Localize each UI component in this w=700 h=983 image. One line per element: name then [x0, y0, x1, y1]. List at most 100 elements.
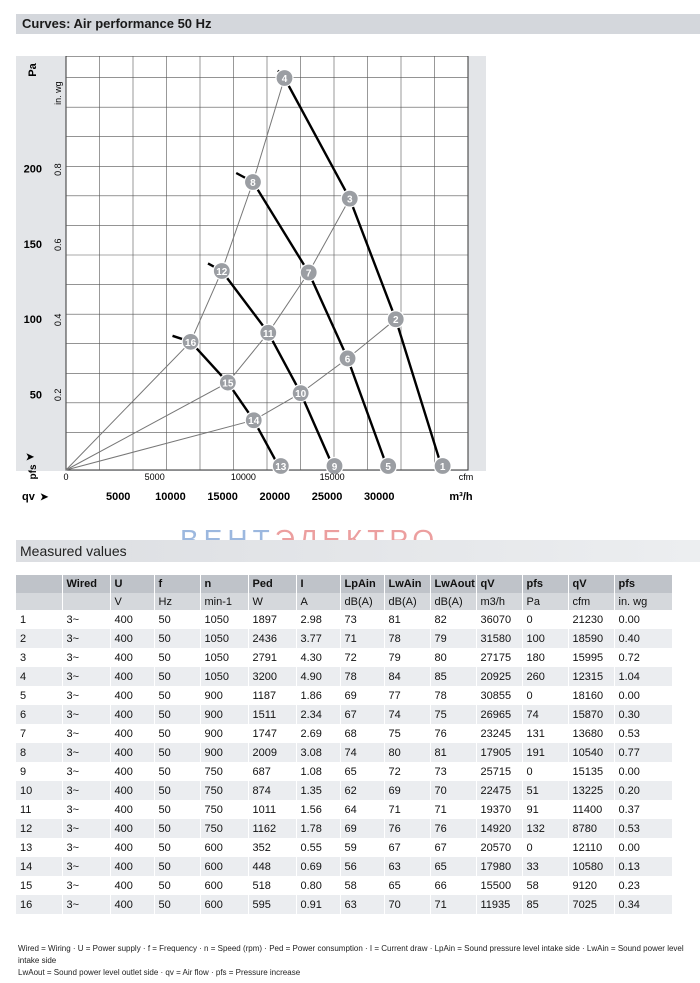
- table-cell: 22475: [475, 781, 522, 800]
- x-tick-label-cfm: cfm: [459, 472, 474, 482]
- table-cell: 400: [109, 610, 154, 629]
- table-row: 16 3~ 400 50 600 595 0.91 63 70 71 11935 85 7025 0.34: [16, 895, 672, 914]
- table-cell: 17980: [475, 857, 522, 876]
- table-cell: 63: [339, 895, 384, 914]
- table-cell: 1.78: [295, 819, 340, 838]
- operating-point-marker: [386, 310, 405, 329]
- operating-point-marker: [325, 456, 344, 476]
- table-cell: 3.08: [295, 743, 340, 762]
- table-cell: 3~: [61, 667, 110, 686]
- x-axis-label-m3h: m³/h: [449, 491, 473, 503]
- table-cell: 400: [109, 857, 154, 876]
- x-axis-arrow: ➤: [40, 492, 49, 503]
- axis-strip: [16, 471, 486, 506]
- table-cell: 1187: [247, 686, 296, 705]
- column-header: LpAin: [339, 575, 384, 593]
- table-cell: 3~: [61, 724, 110, 743]
- table-cell: 600: [199, 876, 248, 895]
- table-cell: 1050: [199, 610, 248, 629]
- column-unit: min-1: [199, 593, 248, 610]
- column-header: pfs: [521, 575, 568, 593]
- table-cell: 17905: [475, 743, 522, 762]
- column-unit: Hz: [153, 593, 200, 610]
- section-header: Curves: Air performance 50 Hz: [16, 14, 700, 34]
- column-unit: W: [247, 593, 296, 610]
- table-cell: 0.23: [613, 876, 672, 895]
- operating-point-label: 5: [385, 462, 391, 473]
- table-cell: 50: [153, 667, 200, 686]
- operating-point-label: 1: [440, 462, 446, 473]
- table-cell: 50: [153, 819, 200, 838]
- chart-grid: [66, 56, 468, 470]
- table-cell: 1511: [247, 705, 296, 724]
- table-cell: 3~: [61, 629, 110, 648]
- table-cell: 79: [383, 648, 430, 667]
- table-cell: 58: [339, 876, 384, 895]
- table-cell: 595: [247, 895, 296, 914]
- table-cell: 0.13: [613, 857, 672, 876]
- table-cell: 400: [109, 667, 154, 686]
- y-tick-label-pa: 200: [24, 163, 42, 175]
- table-cell: 0.00: [613, 686, 672, 705]
- operating-point-label: 12: [216, 267, 228, 278]
- table-cell: 65: [339, 762, 384, 781]
- table-cell: 81: [383, 610, 430, 629]
- table-cell: 64: [339, 800, 384, 819]
- table-cell: 66: [429, 876, 476, 895]
- y-tick-label-pa: 50: [30, 390, 42, 402]
- operating-point-label: 2: [393, 315, 399, 326]
- column-header: qV: [567, 575, 614, 593]
- table-cell: 132: [521, 819, 568, 838]
- table-cell: 100: [521, 629, 568, 648]
- table-cell: 70: [429, 781, 476, 800]
- table-row: 5 3~ 400 50 900 1187 1.86 69 77 78 30855 0 18160 0.00: [16, 686, 672, 705]
- y-tick-label-inwg: 0.6: [53, 238, 63, 251]
- operating-point-marker: [181, 332, 200, 351]
- table-cell: 50: [153, 838, 200, 857]
- x-tick-label-m3h: 10000: [155, 491, 186, 503]
- table-cell: 1162: [247, 819, 296, 838]
- table-cell: 3~: [61, 686, 110, 705]
- table-cell: 0.55: [295, 838, 340, 857]
- table-cell: 85: [429, 667, 476, 686]
- footnote-line-2: LwAout = Sound power level outlet side ·…: [18, 968, 301, 977]
- table-cell: 600: [199, 895, 248, 914]
- operating-point-marker: [275, 68, 294, 88]
- table-cell: 1897: [247, 610, 296, 629]
- chart-panel: [16, 56, 486, 506]
- table-cell: 12: [16, 819, 62, 838]
- column-unit: [16, 593, 62, 610]
- table-cell: 180: [521, 648, 568, 667]
- table-cell: 3~: [61, 895, 110, 914]
- table-cell: 10540: [567, 743, 614, 762]
- table-row: 8 3~ 400 50 900 2009 3.08 74 80 81 17905 191 10540 0.…: [16, 743, 672, 762]
- table-cell: 7: [16, 724, 62, 743]
- y-axis-arrow: ➤: [26, 452, 35, 463]
- table-cell: 0.72: [613, 648, 672, 667]
- table-cell: 400: [109, 686, 154, 705]
- table-cell: 400: [109, 895, 154, 914]
- table-cell: 33: [521, 857, 568, 876]
- operating-point-marker: [340, 189, 359, 208]
- table-cell: 14920: [475, 819, 522, 838]
- table-row: 12 3~ 400 50 750 1162 1.78 69 76 76 14920 132 8780 0.…: [16, 819, 672, 838]
- table-cell: 8780: [567, 819, 614, 838]
- table-cell: 50: [153, 629, 200, 648]
- operating-point-label: 8: [250, 178, 256, 189]
- table-cell: 3~: [61, 800, 110, 819]
- table-cell: 0.20: [613, 781, 672, 800]
- table-cell: 78: [429, 686, 476, 705]
- table-cell: 0: [521, 610, 568, 629]
- table-cell: 70: [383, 895, 430, 914]
- table-cell: 73: [339, 610, 384, 629]
- table-row: 9 3~ 400 50 750 687 1.08 65 72 73 25715 0 15135 0.00: [16, 762, 672, 781]
- table-cell: 0: [521, 686, 568, 705]
- table-row: 13 3~ 400 50 600 352 0.55 59 67 67 20570 0 12110 0.00: [16, 838, 672, 857]
- table-cell: 2436: [247, 629, 296, 648]
- table-cell: 67: [429, 838, 476, 857]
- table-cell: 80: [429, 648, 476, 667]
- column-unit: m3/h: [475, 593, 522, 610]
- table-cell: 2791: [247, 648, 296, 667]
- operating-point-marker: [218, 373, 237, 392]
